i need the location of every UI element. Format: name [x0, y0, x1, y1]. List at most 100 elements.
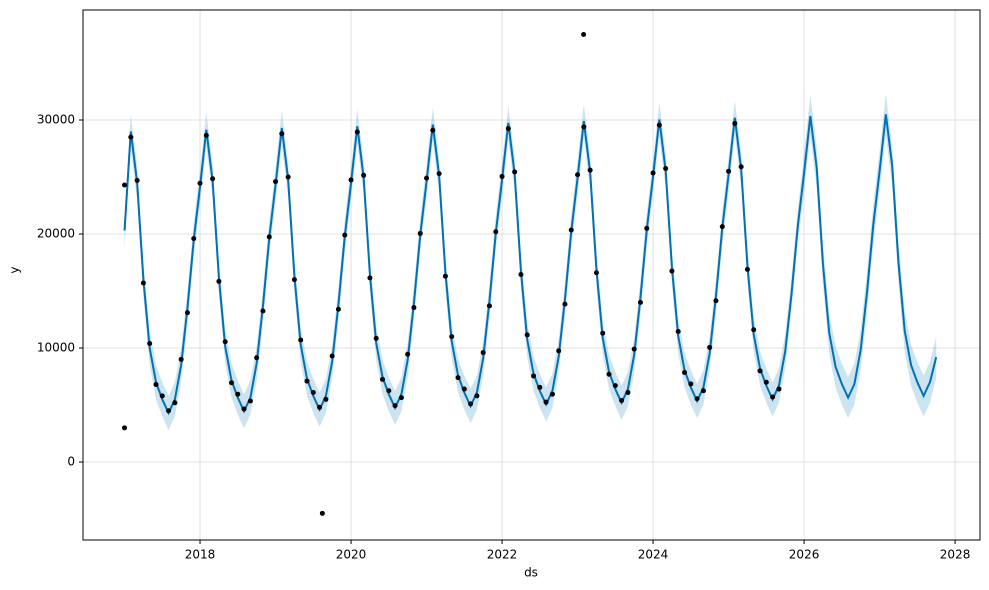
observed-point: [707, 344, 713, 350]
observed-point: [380, 376, 386, 382]
observed-point: [216, 278, 222, 284]
observed-point: [159, 393, 165, 399]
y-axis-label: y: [8, 266, 22, 273]
observed-point: [562, 301, 568, 307]
observed-point: [719, 224, 725, 230]
observed-point: [694, 396, 700, 402]
ticks: 2018 2020 2022 2024 2026 2028 0 10000 20000 30000: [37, 113, 971, 562]
observed-point: [317, 404, 323, 410]
observed-point: [468, 401, 474, 407]
observed-point: [449, 334, 455, 340]
observed-point: [593, 270, 599, 276]
observed-point: [210, 176, 216, 182]
observed-point: [178, 356, 184, 362]
grid: [83, 10, 980, 540]
observed-point: [776, 386, 782, 392]
observed-point: [606, 371, 612, 377]
observed-point: [348, 177, 354, 183]
observed-point: [260, 308, 266, 314]
observed-point: [442, 273, 448, 279]
observed-point: [373, 335, 379, 341]
observed-point: [273, 179, 279, 185]
x-tick-label: 2022: [487, 548, 518, 562]
observed-point: [543, 399, 549, 405]
observed-point: [770, 394, 776, 400]
observed-point: [675, 328, 681, 334]
forecast-line: [123, 114, 938, 416]
observed-point: [411, 305, 417, 311]
observed-point: [461, 386, 467, 392]
observed-point: [688, 381, 694, 387]
uncertainty-band: [124, 93, 937, 431]
observed-point: [480, 350, 486, 356]
observed-point: [229, 380, 235, 386]
observed-point: [405, 351, 411, 357]
observed-point: [631, 346, 637, 352]
observed-point: [625, 389, 631, 395]
observed-point: [682, 370, 688, 376]
observed-point: [191, 236, 197, 242]
observed-point: [329, 353, 335, 359]
observed-point: [656, 122, 662, 128]
observed-point: [581, 32, 587, 38]
observed-point: [644, 225, 650, 231]
observed-point: [524, 332, 530, 338]
observed-point: [279, 131, 285, 137]
observed-point: [128, 134, 134, 140]
observed-point: [361, 172, 367, 178]
observed-point: [568, 227, 574, 233]
observed-point: [493, 229, 499, 235]
observed-point: [486, 303, 492, 309]
observed-point: [417, 230, 423, 236]
observed-point: [436, 171, 442, 177]
observed-point: [140, 280, 146, 286]
observed-point: [254, 355, 260, 361]
observed-point: [235, 391, 241, 397]
observed-point: [751, 327, 757, 333]
observed-point: [197, 180, 203, 186]
y-tick-label: 30000: [37, 113, 75, 127]
observed-point: [537, 384, 543, 390]
observed-point: [367, 275, 373, 281]
axes-frame: [82, 9, 981, 541]
observed-point: [732, 120, 738, 126]
x-tick-label: 2028: [940, 548, 971, 562]
observed-point: [650, 170, 656, 176]
x-tick-label: 2018: [185, 548, 216, 562]
observed-point: [575, 172, 581, 178]
observed-point: [319, 510, 325, 516]
observed-point: [726, 168, 732, 174]
observed-point: [304, 378, 310, 384]
observed-point: [757, 368, 763, 374]
observed-point: [738, 164, 744, 170]
x-tick-label: 2026: [789, 548, 820, 562]
observed-point: [505, 126, 511, 132]
observed-point: [518, 271, 524, 277]
observed-point: [512, 169, 518, 175]
observed-point: [600, 330, 606, 336]
observed-point: [134, 177, 140, 183]
observed-point: [354, 129, 360, 135]
observed-point: [386, 388, 392, 394]
observed-point: [222, 339, 228, 345]
observed-point: [474, 393, 480, 399]
x-tick-label: 2024: [638, 548, 669, 562]
observed-point: [763, 379, 769, 385]
observed-point: [549, 391, 555, 397]
observed-point: [310, 389, 316, 395]
observed-point: [266, 234, 272, 240]
x-tick-label: 2020: [336, 548, 367, 562]
plot-area: [122, 32, 938, 516]
observed-point: [612, 383, 618, 389]
observed-point: [581, 124, 587, 130]
observed-point: [587, 167, 593, 173]
observed-point: [184, 310, 190, 316]
observed-point: [744, 266, 750, 272]
observed-point: [247, 398, 253, 404]
observed-point: [122, 425, 128, 431]
observed-point: [669, 268, 675, 274]
observed-point: [637, 299, 643, 305]
observed-point: [203, 132, 209, 138]
observed-point: [335, 306, 341, 312]
